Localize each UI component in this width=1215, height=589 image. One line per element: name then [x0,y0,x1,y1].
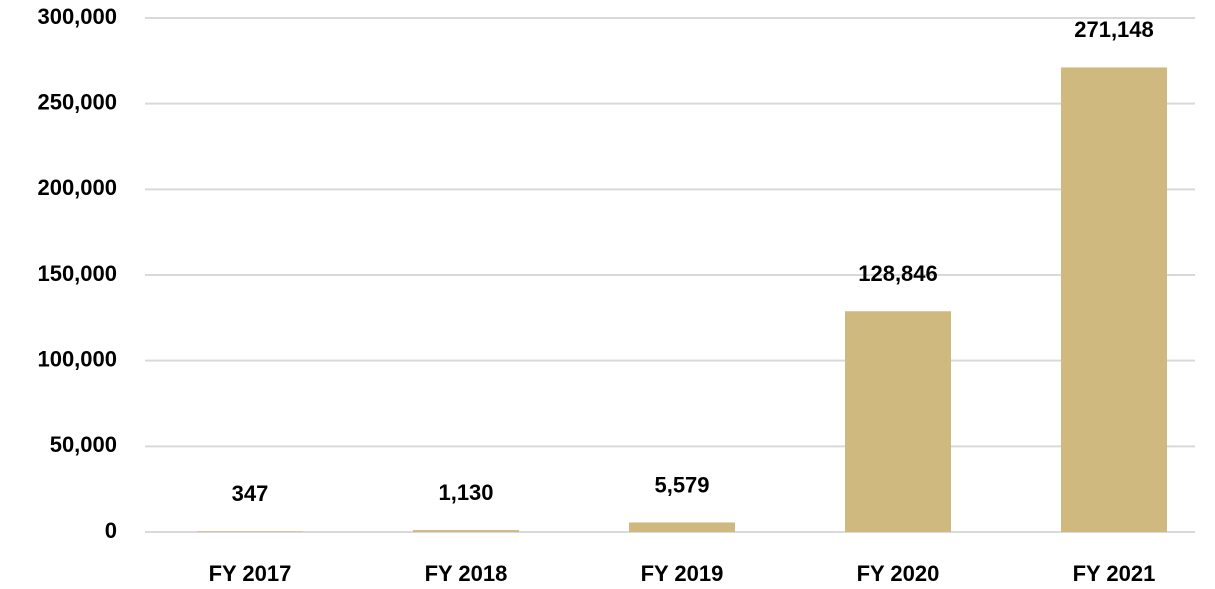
y-tick-label: 0 [105,518,117,543]
bar [629,522,735,532]
y-tick-label: 300,000 [37,4,117,29]
x-tick-label: FY 2018 [425,561,508,586]
bar [845,311,951,532]
value-label: 347 [232,481,269,506]
bar [197,531,303,532]
value-label: 1,130 [438,480,493,505]
bar [1061,67,1167,532]
x-tick-label: FY 2021 [1073,561,1156,586]
x-tick-label: FY 2019 [641,561,724,586]
value-label: 128,846 [858,261,938,286]
y-tick-label: 250,000 [37,89,117,114]
y-tick-label: 200,000 [37,175,117,200]
value-label: 271,148 [1074,17,1154,42]
x-tick-label: FY 2017 [209,561,292,586]
y-tick-label: 150,000 [37,261,117,286]
y-tick-label: 50,000 [50,432,117,457]
y-tick-label: 100,000 [37,346,117,371]
value-label: 5,579 [654,472,709,497]
x-tick-label: FY 2020 [857,561,940,586]
bar [413,530,519,532]
